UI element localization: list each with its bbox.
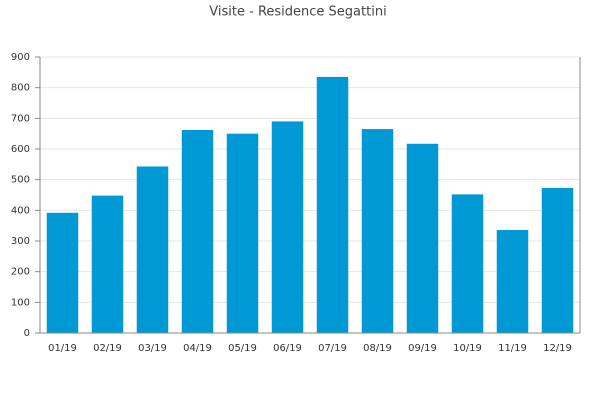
x-tick-label: 06/19 — [273, 343, 302, 354]
bar — [406, 143, 439, 333]
chart-title: Visite - Residence Segattini — [209, 5, 386, 20]
y-tick-label: 200 — [11, 267, 30, 278]
x-tick-label: 05/19 — [228, 343, 257, 354]
y-tick-label: 500 — [11, 175, 30, 186]
x-tick-label: 10/19 — [453, 343, 482, 354]
bar — [451, 194, 484, 333]
x-tick-label: 04/19 — [183, 343, 212, 354]
x-tick-label: 02/19 — [93, 343, 122, 354]
y-tick-label: 0 — [24, 328, 30, 339]
x-tick-label: 09/19 — [408, 343, 437, 354]
bar — [361, 129, 394, 333]
y-tick-label: 600 — [11, 144, 30, 155]
x-tick-label: 12/19 — [543, 343, 572, 354]
x-tick-label: 08/19 — [363, 343, 392, 354]
x-tick-label: 03/19 — [138, 343, 167, 354]
x-tick-label: 01/19 — [48, 343, 77, 354]
bar — [271, 121, 304, 334]
x-tick-label: 07/19 — [318, 343, 347, 354]
bar — [496, 229, 529, 333]
bar — [226, 133, 259, 333]
y-tick-label: 700 — [11, 113, 30, 124]
y-tick-label: 400 — [11, 205, 30, 216]
y-tick-label: 100 — [11, 297, 30, 308]
bar — [46, 212, 79, 333]
bar — [541, 187, 574, 333]
y-tick-label: 300 — [11, 236, 30, 247]
y-tick-label: 800 — [11, 83, 30, 94]
bar — [181, 129, 214, 333]
x-tick-label: 11/19 — [498, 343, 527, 354]
y-tick-label: 900 — [11, 52, 30, 63]
bar — [136, 166, 169, 333]
bar — [316, 76, 349, 333]
bar — [91, 195, 124, 333]
